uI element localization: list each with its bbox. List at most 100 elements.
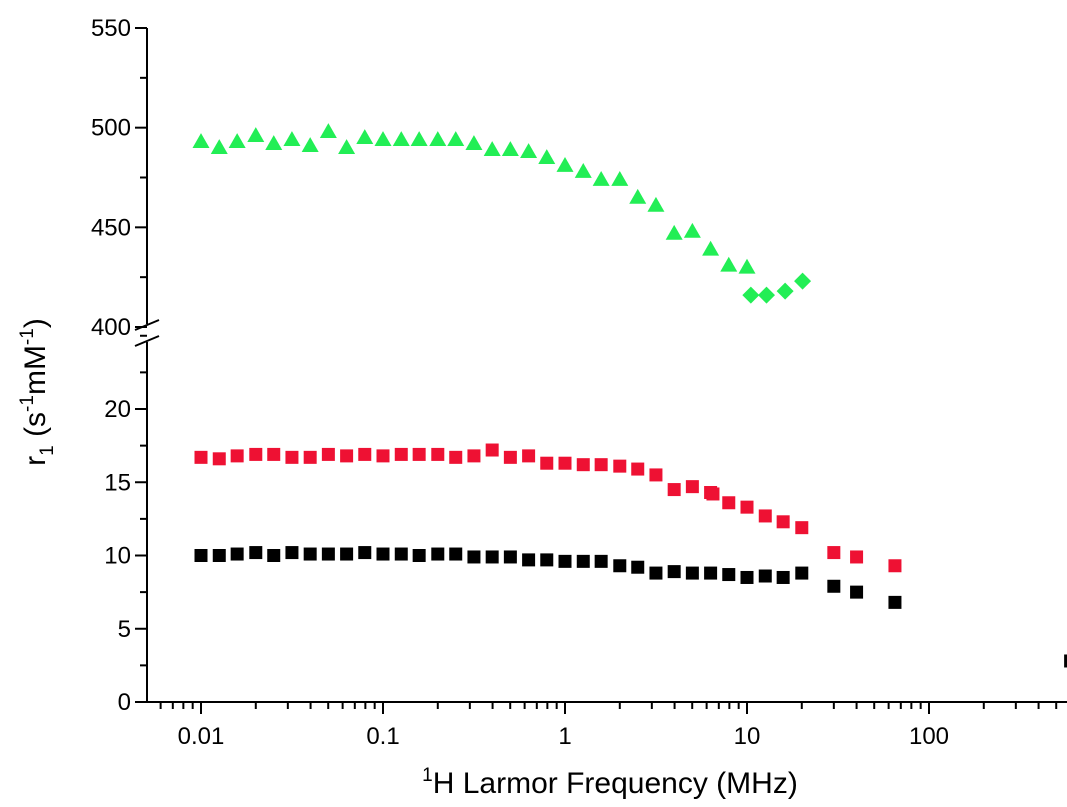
series-triangle [192,123,756,274]
data-point-square [303,547,317,561]
data-point-square [212,549,226,562]
tick-labels: 0.01 0.1 1 10 100 0 5 10 15 20 400 450 500 550 [91,15,949,750]
data-point-square [212,452,226,466]
data-point-triangle [283,131,301,147]
data-point-square [576,554,590,568]
data-point-square [649,566,663,580]
data-point-triangle [720,256,738,272]
data-point-square [540,456,554,470]
data-point-triangle [374,131,392,147]
data-point-square [485,550,499,564]
data-point-square [340,449,354,463]
data-point-square [431,547,445,561]
data-point-square [576,458,590,472]
data-point-square [540,553,554,567]
data-point-diamond [794,272,812,290]
y-tick-label: 450 [91,214,131,241]
data-point-square [467,449,481,463]
data-point-triangle [520,143,538,158]
data-point-square [376,449,390,463]
series-square [194,546,1067,668]
data-point-triangle [683,222,701,238]
data-point-square [827,579,841,593]
data-point-square [613,559,627,573]
data-point-square [522,449,536,463]
data-point-triangle [192,133,210,148]
tick-marks [135,27,1058,714]
data-point-triangle [319,123,337,139]
data-point-triangle [447,131,465,147]
data-point-triangle [483,141,501,156]
data-point-square [667,565,681,579]
data-point-square [358,447,372,461]
series-square [194,443,902,573]
data-point-square [249,546,263,560]
data-point-triangle [647,196,665,212]
series-diamond [742,272,812,304]
data-point-square [722,568,736,582]
axis-break-mark [134,335,160,347]
data-point-square [776,570,790,584]
data-point-diamond [742,286,760,304]
data-point-triangle [592,170,610,186]
data-point-square [631,462,645,476]
data-point-square [285,450,299,464]
data-point-square [376,547,390,561]
data-point-triangle [338,139,356,154]
data-point-square [522,553,536,567]
y-tick-label: 5 [118,616,131,643]
data-point-triangle [265,135,283,150]
x-tick-label: 0.1 [366,723,399,750]
data-point-triangle [392,131,410,147]
data-point-square [704,566,718,580]
y-tick-label: 400 [91,314,131,341]
data-point-triangle [629,188,647,204]
data-point-triangle [410,131,428,147]
data-point-square [449,450,463,464]
data-point-square [850,585,864,599]
data-point-square [888,559,902,573]
x-tick-label: 10 [734,723,761,750]
y-tick-label: 20 [104,396,131,423]
data-point-triangle [465,135,483,150]
data-point-square [558,456,572,470]
data-point-square [667,483,681,497]
data-point-square [706,487,720,501]
x-tick-label: 100 [909,723,949,750]
data-point-triangle [611,170,629,186]
data-point-triangle [247,127,265,143]
data-point-triangle [301,137,319,152]
x-tick-label: 1 [558,723,571,750]
data-point-square [485,443,499,457]
y-tick-label: 10 [104,543,131,570]
data-point-triangle [738,258,756,274]
data-point-square [194,549,208,562]
x-tick-label: 0.01 [178,723,225,750]
y-tick-label: 0 [118,689,131,716]
data-point-square [449,547,463,561]
data-point-square [412,447,426,461]
data-point-square [888,595,902,609]
data-point-triangle [429,131,447,147]
data-point-triangle [702,240,720,256]
data-point-square [649,468,663,482]
data-point-triangle [501,141,519,156]
data-point-square [1064,654,1067,668]
data-points [192,123,1067,668]
data-point-square [467,550,481,564]
data-point-square [249,447,263,461]
data-point-square [267,549,281,562]
data-point-square [503,550,517,564]
data-point-square [740,500,754,514]
data-point-diamond [776,282,794,300]
data-point-square [394,547,408,561]
y-tick-label: 15 [104,469,131,496]
data-point-square [340,547,354,561]
data-point-triangle [665,224,683,240]
data-point-square [321,547,335,561]
data-point-square [358,546,372,560]
data-point-triangle [228,133,246,148]
axes [133,28,1067,703]
data-point-square [758,509,772,523]
